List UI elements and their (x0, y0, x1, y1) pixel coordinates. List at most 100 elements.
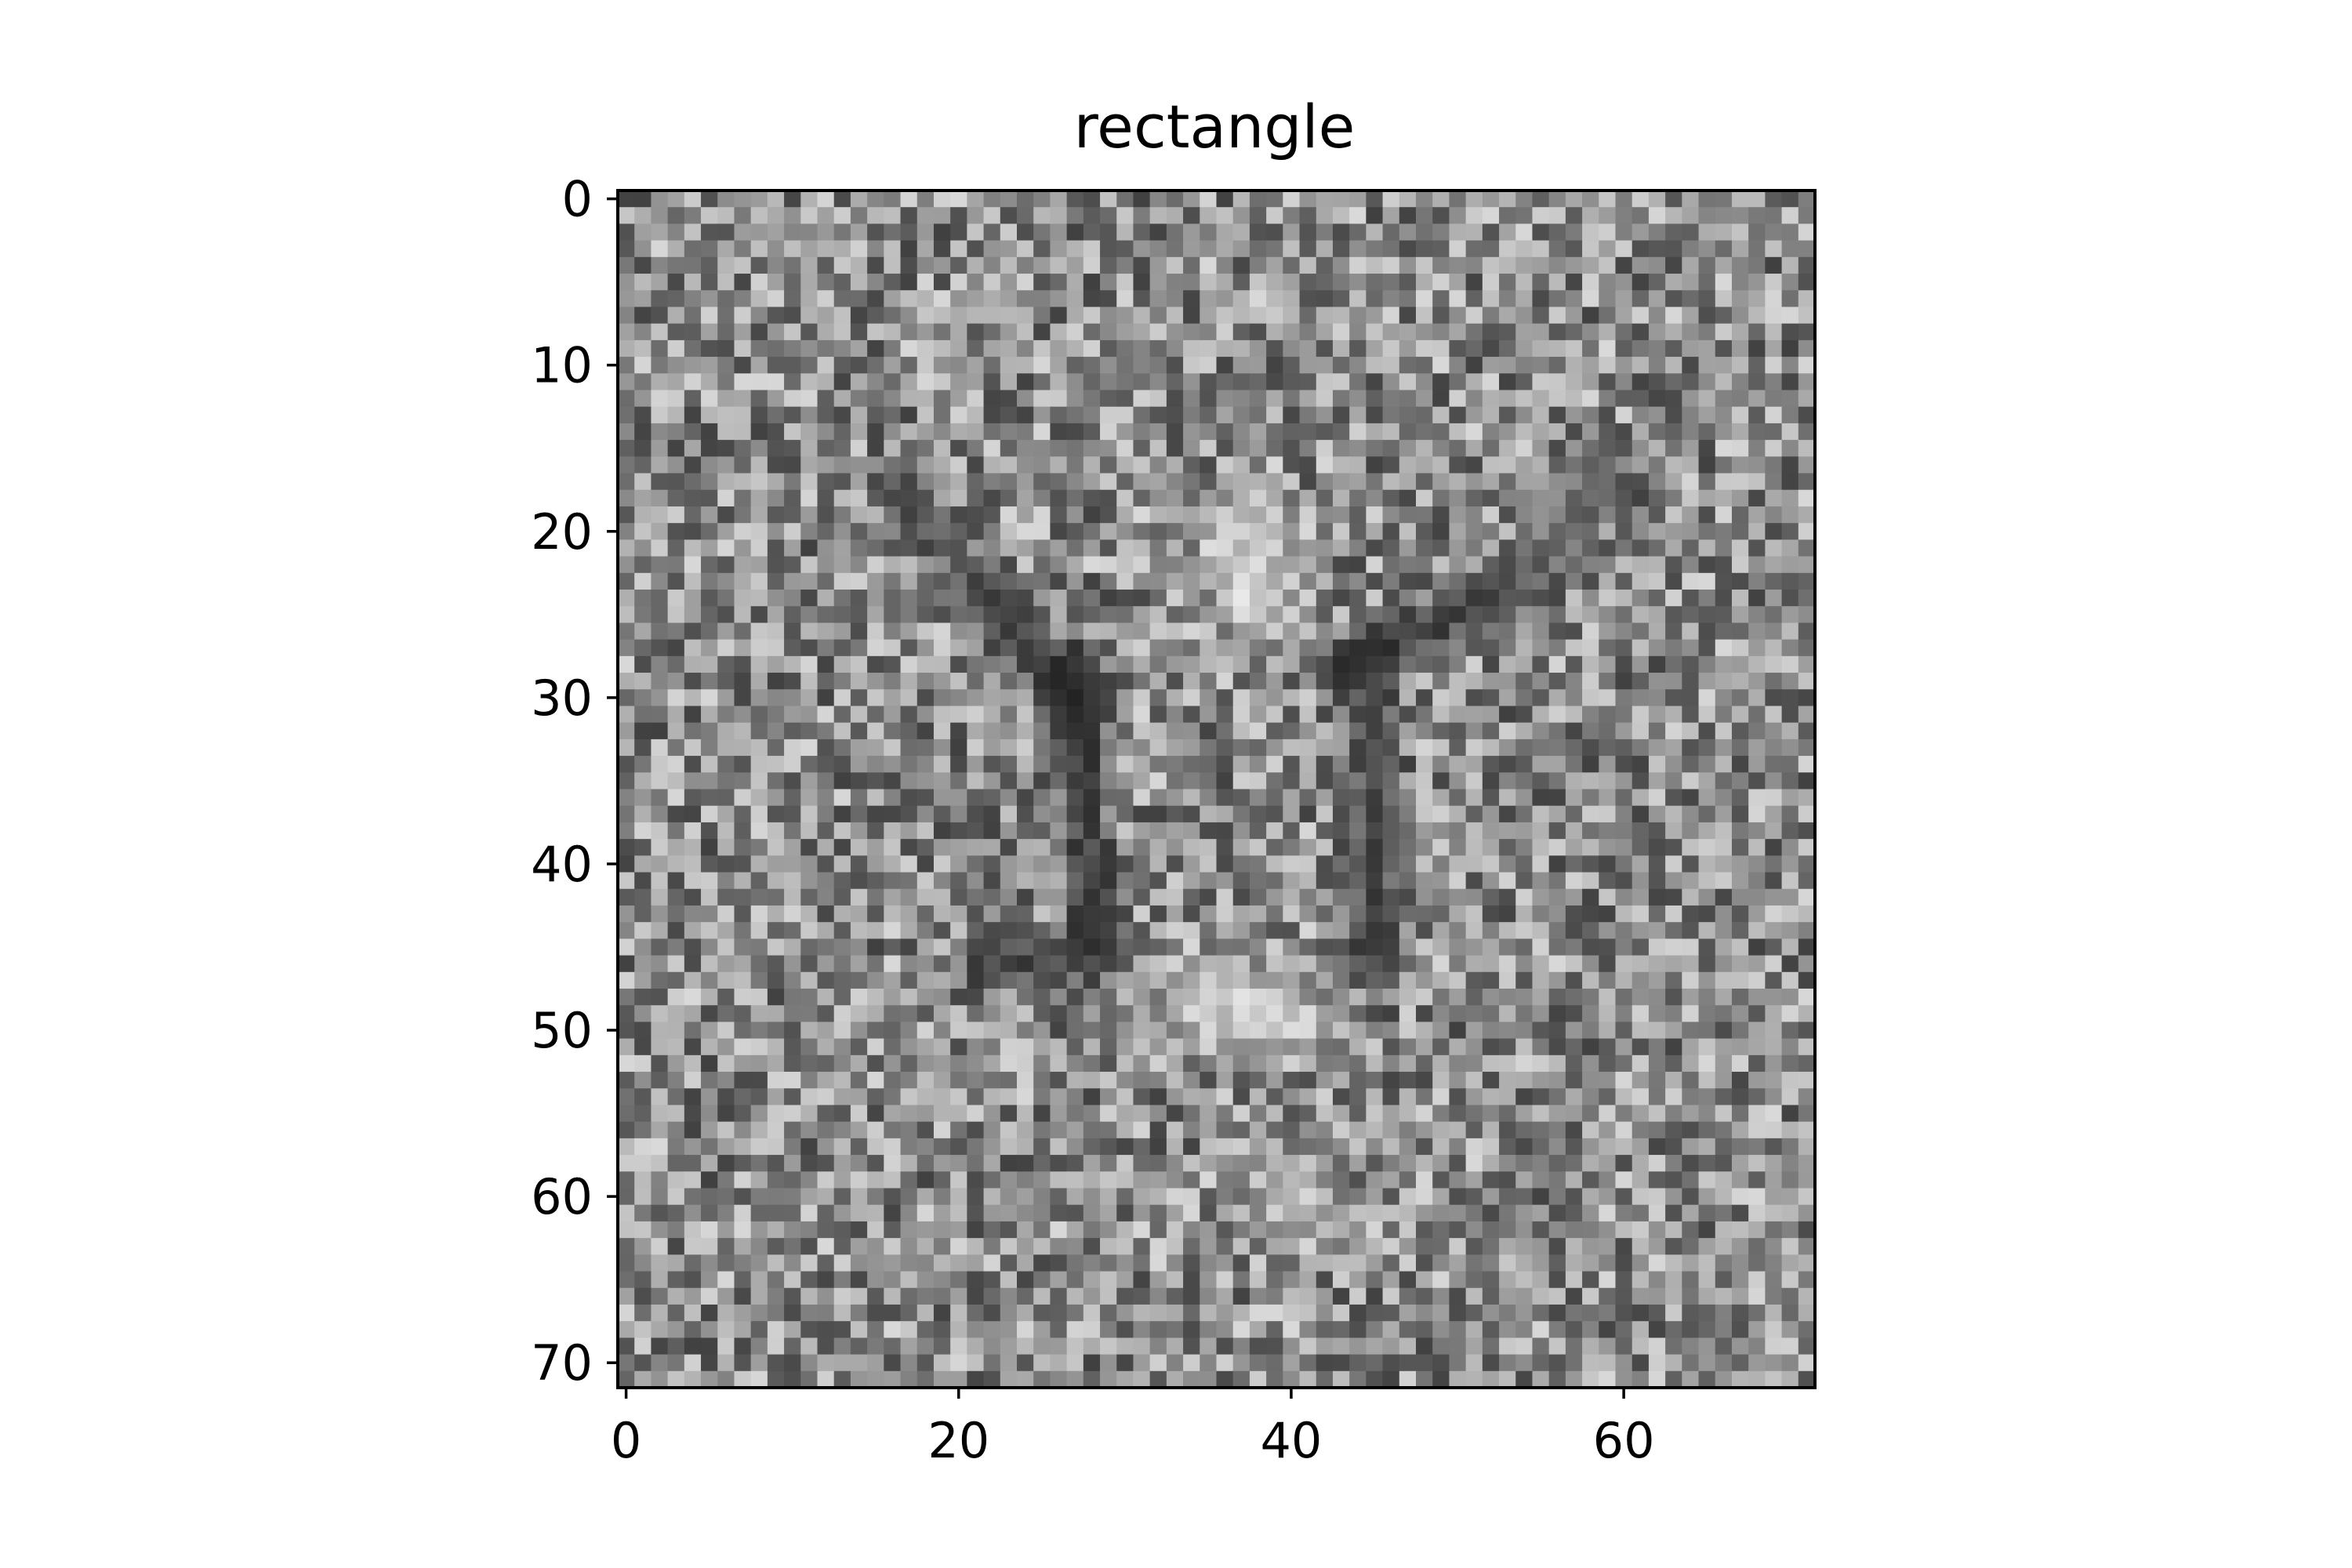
heatmap-cell (1283, 1005, 1301, 1023)
heatmap-cell (1698, 406, 1716, 424)
heatmap-cell (1399, 922, 1417, 939)
heatmap-cell (1432, 191, 1450, 208)
heatmap-cell (967, 805, 985, 823)
heatmap-cell (1715, 1171, 1733, 1189)
heatmap-cell (1582, 1254, 1599, 1272)
heatmap-cell (684, 722, 702, 740)
heatmap-cell (1283, 1155, 1301, 1172)
heatmap-cell (916, 240, 935, 258)
heatmap-cell (1399, 1088, 1417, 1106)
heatmap-cell (734, 955, 752, 973)
heatmap-cell (1665, 240, 1682, 258)
heatmap-cell (1399, 888, 1417, 906)
heatmap-cell (916, 855, 935, 873)
heatmap-cell (667, 473, 685, 491)
heatmap-cell (784, 1287, 801, 1305)
heatmap-cell (1200, 655, 1218, 673)
heatmap-cell (1133, 240, 1151, 258)
heatmap-cell (1316, 1022, 1334, 1040)
heatmap-cell (1066, 1088, 1084, 1106)
heatmap-cell (1715, 256, 1733, 274)
heatmap-cell (1083, 207, 1101, 225)
heatmap-cell (1599, 1254, 1617, 1272)
heatmap-cell (1532, 1321, 1550, 1338)
heatmap-cell (900, 689, 918, 707)
heatmap-cell (701, 706, 718, 724)
heatmap-cell (933, 456, 951, 474)
heatmap-cell (1781, 1287, 1799, 1305)
heatmap-cell (1548, 1304, 1566, 1322)
heatmap-cell (1316, 274, 1334, 291)
heatmap-cell (1249, 1022, 1267, 1040)
heatmap-cell (1715, 673, 1733, 690)
heatmap-cell (1299, 1022, 1317, 1040)
heatmap-cell (1249, 307, 1267, 325)
heatmap-cell (1000, 989, 1018, 1006)
heatmap-cell (1648, 223, 1666, 241)
heatmap-cell (1283, 1188, 1301, 1206)
heatmap-cell (800, 938, 818, 956)
heatmap-cell (867, 805, 884, 823)
heatmap-cell (1316, 1321, 1334, 1338)
heatmap-cell (1515, 855, 1534, 873)
heatmap-cell (701, 805, 718, 823)
heatmap-cell (1050, 839, 1068, 856)
heatmap-cell (1283, 1171, 1301, 1189)
heatmap-cell (867, 1188, 884, 1206)
heatmap-cell (1765, 938, 1783, 956)
heatmap-cell (884, 922, 902, 939)
heatmap-cell (850, 256, 868, 274)
heatmap-cell (983, 1271, 1001, 1289)
heatmap-cell (1798, 822, 1816, 840)
heatmap-cell (1781, 839, 1799, 856)
heatmap-cell (1781, 240, 1799, 258)
heatmap-cell (1698, 905, 1716, 923)
heatmap-cell (1682, 1171, 1700, 1189)
heatmap-cell (800, 789, 818, 807)
heatmap-cell (800, 1171, 818, 1189)
heatmap-cell (784, 207, 801, 225)
heatmap-cell (667, 539, 685, 557)
heatmap-cell (1798, 307, 1816, 325)
heatmap-cell (1100, 539, 1117, 557)
heatmap-cell (1715, 1188, 1733, 1206)
heatmap-cell (1083, 323, 1101, 341)
heatmap-cell (1066, 922, 1084, 939)
heatmap-cell (1332, 506, 1350, 524)
heatmap-cell (1100, 622, 1117, 641)
heatmap-cell (916, 223, 935, 241)
heatmap-cell (1366, 1254, 1384, 1272)
heatmap-cell (1648, 1188, 1666, 1206)
heatmap-cell (1482, 506, 1500, 524)
heatmap-cell (618, 722, 635, 740)
heatmap-cell (1366, 839, 1384, 856)
heatmap-cell (1349, 722, 1367, 740)
heatmap-cell (900, 489, 918, 507)
heatmap-cell (767, 689, 785, 707)
heatmap-cell (651, 1254, 669, 1272)
heatmap-cell (750, 473, 768, 491)
heatmap-cell (1200, 1072, 1218, 1089)
heatmap-cell (1266, 822, 1283, 840)
heatmap-cell (900, 1321, 918, 1338)
heatmap-cell (1332, 689, 1350, 707)
heatmap-cell (1000, 655, 1018, 673)
heatmap-cell (1682, 390, 1700, 408)
heatmap-cell (983, 789, 1001, 807)
heatmap-cell (1465, 523, 1483, 540)
heatmap-cell (701, 1204, 718, 1222)
heatmap-cell (1432, 423, 1450, 441)
heatmap-cell (784, 556, 801, 574)
heatmap-cell (1017, 572, 1034, 590)
heatmap-cell (1582, 256, 1599, 274)
heatmap-cell (634, 440, 652, 457)
heatmap-cell (1183, 406, 1200, 424)
heatmap-cell (1200, 556, 1218, 574)
heatmap-cell (1615, 256, 1633, 274)
heatmap-cell (1698, 556, 1716, 574)
heatmap-cell (1116, 772, 1134, 790)
heatmap-cell (1216, 772, 1234, 790)
heatmap-cell (717, 655, 735, 673)
heatmap-cell (1266, 207, 1283, 225)
heatmap-cell (717, 323, 735, 341)
